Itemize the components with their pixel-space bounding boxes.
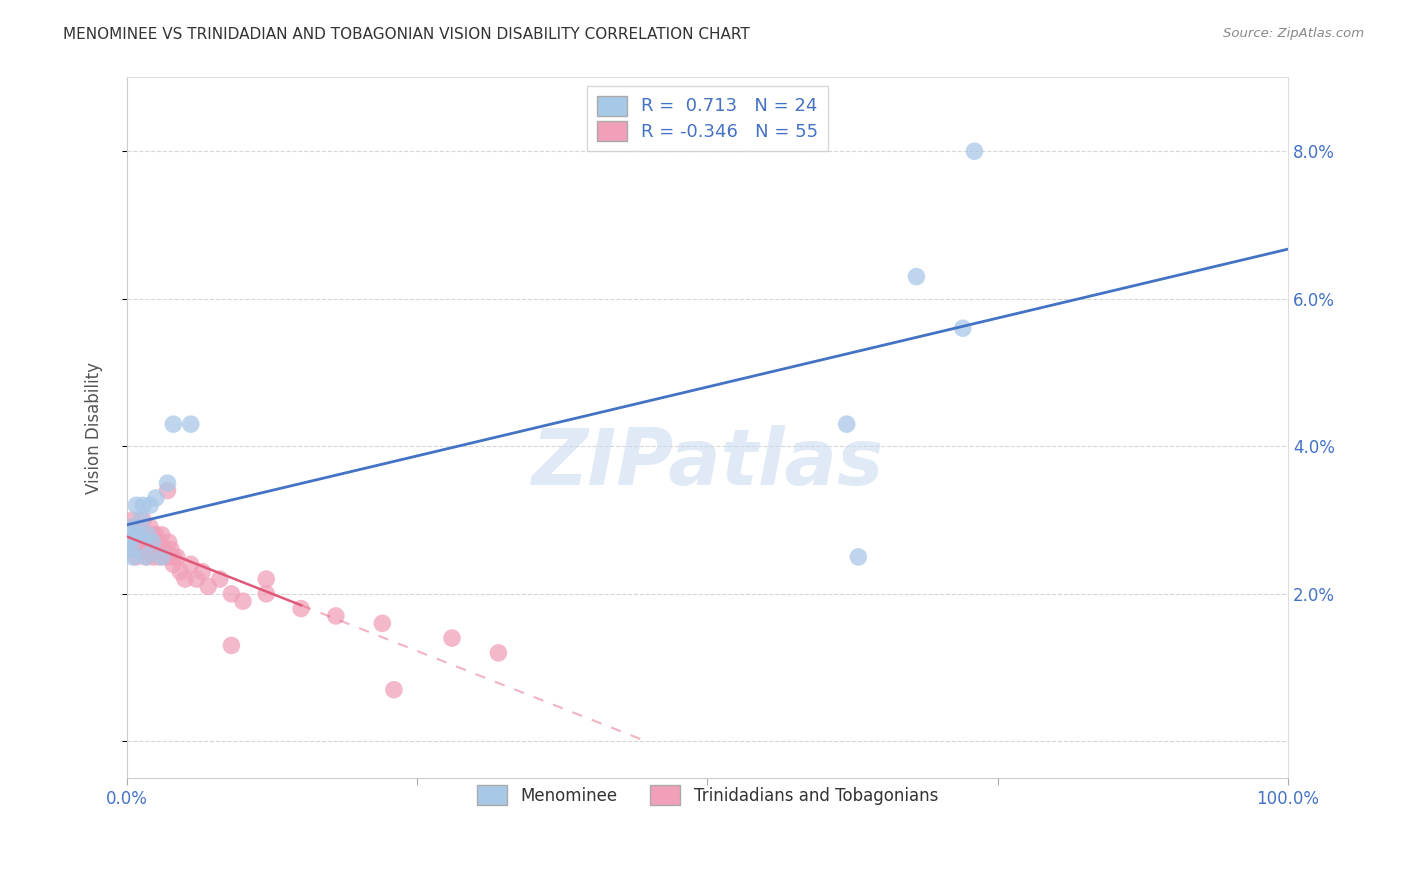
Point: [186, 572, 208, 586]
Point: [180, 417, 202, 432]
Point: [148, 535, 170, 549]
Point: [150, 528, 173, 542]
Point: [120, 520, 142, 534]
Point: [128, 535, 150, 549]
Point: [128, 528, 150, 542]
Point: [963, 145, 986, 159]
Point: [162, 558, 184, 572]
Point: [141, 528, 163, 542]
Point: [136, 528, 159, 542]
Point: [136, 528, 159, 542]
Point: [180, 558, 202, 572]
Point: [141, 542, 163, 557]
Point: [382, 682, 405, 697]
Point: [169, 565, 191, 579]
Text: Source: ZipAtlas.com: Source: ZipAtlas.com: [1223, 27, 1364, 40]
Point: [117, 535, 139, 549]
Point: [157, 535, 180, 549]
Point: [371, 616, 394, 631]
Point: [117, 528, 139, 542]
Point: [142, 549, 165, 564]
Point: [139, 498, 162, 512]
Point: [166, 549, 188, 564]
Point: [148, 549, 170, 564]
Point: [124, 528, 146, 542]
Point: [145, 491, 167, 505]
Point: [128, 528, 150, 542]
Point: [118, 535, 141, 549]
Point: [208, 572, 231, 586]
Point: [905, 269, 928, 284]
Point: [254, 572, 277, 586]
Point: [131, 528, 153, 542]
Point: [952, 321, 974, 335]
Text: MENOMINEE VS TRINIDADIAN AND TOBAGONIAN VISION DISABILITY CORRELATION CHART: MENOMINEE VS TRINIDADIAN AND TOBAGONIAN …: [63, 27, 749, 42]
Point: [162, 417, 184, 432]
Point: [139, 520, 162, 534]
Point: [121, 542, 143, 557]
Point: [145, 528, 167, 542]
Point: [138, 535, 160, 549]
Point: [134, 549, 156, 564]
Legend: Menominee, Trinidadians and Tobagonians: Menominee, Trinidadians and Tobagonians: [467, 775, 948, 815]
Point: [125, 498, 148, 512]
Point: [232, 594, 254, 608]
Point: [155, 549, 177, 564]
Point: [153, 542, 176, 557]
Point: [129, 513, 152, 527]
Y-axis label: Vision Disability: Vision Disability: [86, 362, 103, 494]
Point: [162, 549, 184, 564]
Point: [254, 587, 277, 601]
Point: [488, 646, 510, 660]
Point: [134, 535, 156, 549]
Point: [135, 549, 157, 564]
Point: [440, 631, 463, 645]
Point: [221, 587, 243, 601]
Point: [150, 549, 173, 564]
Point: [121, 542, 143, 557]
Point: [143, 535, 166, 549]
Point: [129, 542, 152, 557]
Text: ZIPatlas: ZIPatlas: [531, 425, 883, 501]
Point: [121, 549, 143, 564]
Point: [122, 535, 145, 549]
Point: [191, 565, 214, 579]
Point: [846, 549, 869, 564]
Point: [118, 520, 141, 534]
Point: [146, 542, 169, 557]
Point: [290, 601, 312, 615]
Point: [325, 609, 347, 624]
Point: [132, 498, 155, 512]
Point: [174, 572, 197, 586]
Point: [835, 417, 858, 432]
Point: [134, 542, 156, 557]
Point: [125, 549, 148, 564]
Point: [156, 476, 179, 491]
Point: [141, 535, 163, 549]
Point: [160, 542, 183, 557]
Point: [221, 639, 243, 653]
Point: [132, 513, 155, 527]
Point: [121, 513, 143, 527]
Point: [120, 528, 142, 542]
Point: [122, 528, 145, 542]
Point: [127, 520, 149, 534]
Point: [197, 579, 219, 593]
Point: [156, 483, 179, 498]
